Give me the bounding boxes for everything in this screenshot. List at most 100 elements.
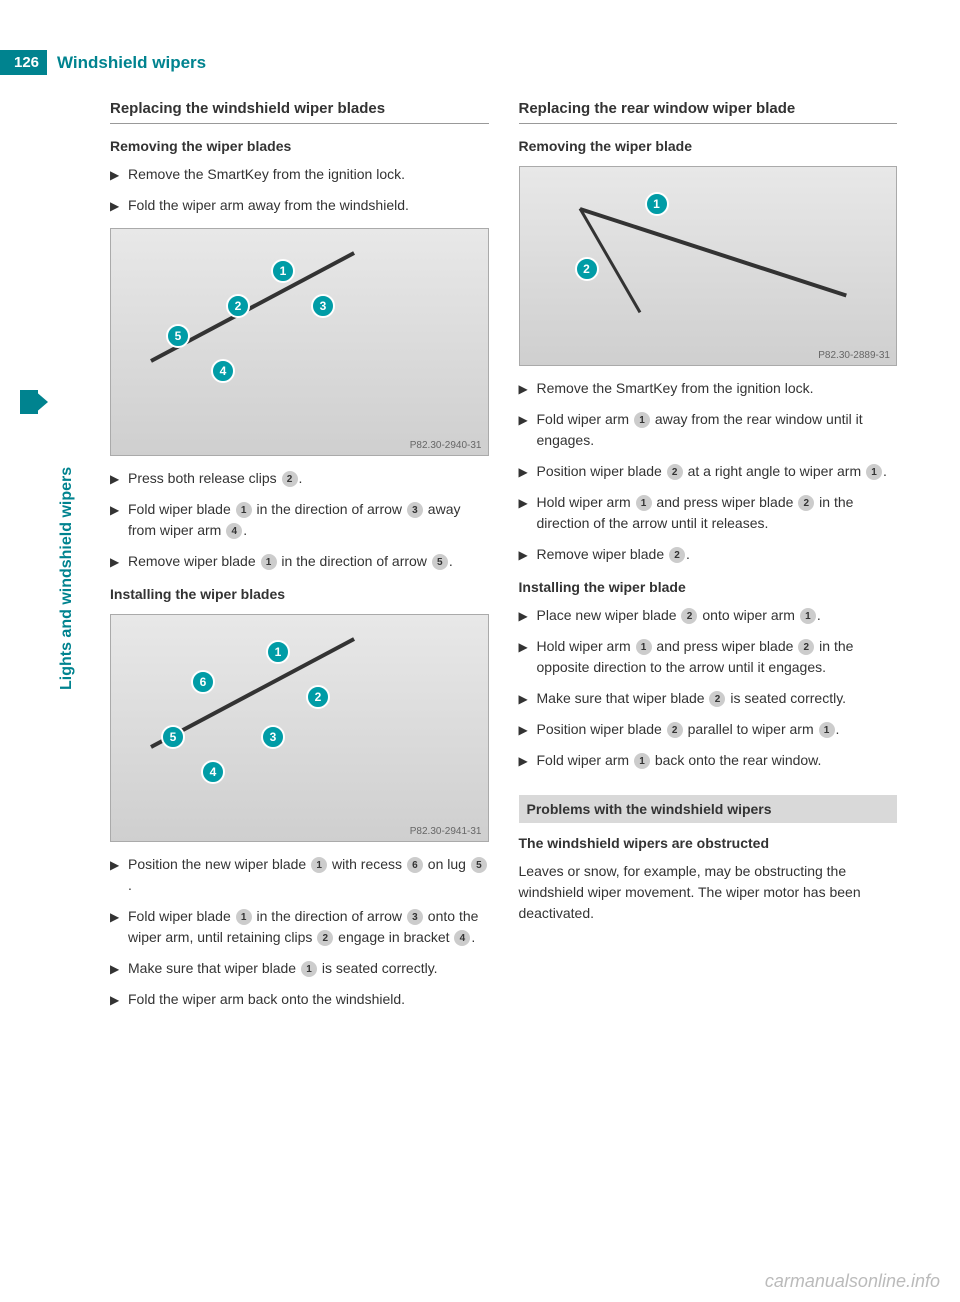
figure-rear-wiper: 1 2 P82.30-2889-31 [519, 166, 898, 366]
callout-icon: 1 [266, 640, 290, 664]
reference-badge: 2 [282, 471, 298, 487]
step-marker-icon: ▶ [110, 991, 128, 1009]
callout-icon: 5 [161, 725, 185, 749]
step: ▶Make sure that wiper blade 1 is seated … [110, 958, 489, 979]
step-text: Make sure that wiper blade 2 is seated c… [537, 688, 898, 709]
callout-icon: 5 [166, 324, 190, 348]
section-heading-right: Replacing the rear window wiper blade [519, 100, 898, 124]
reference-badge: 4 [454, 930, 470, 946]
step-marker-icon: ▶ [110, 908, 128, 926]
step-marker-icon: ▶ [519, 411, 537, 429]
step-text: Remove wiper blade 2. [537, 544, 898, 565]
step: ▶Remove wiper blade 2. [519, 544, 898, 565]
reference-badge: 2 [667, 464, 683, 480]
step-text: Fold wiper arm 1 away from the rear wind… [537, 409, 898, 451]
step-text: Fold wiper arm 1 back onto the rear wind… [537, 750, 898, 771]
step-marker-icon: ▶ [519, 752, 537, 770]
reference-badge: 2 [798, 639, 814, 655]
step-marker-icon: ▶ [110, 856, 128, 874]
step: ▶Make sure that wiper blade 2 is seated … [519, 688, 898, 709]
step: ▶Hold wiper arm 1 and press wiper blade … [519, 636, 898, 678]
figure-caption: P82.30-2941-31 [410, 826, 482, 837]
reference-badge: 3 [407, 909, 423, 925]
step-text: Position wiper blade 2 at a right angle … [537, 461, 898, 482]
step: ▶Press both release clips 2. [110, 468, 489, 489]
step: ▶Fold wiper blade 1 in the direction of … [110, 906, 489, 948]
sub-heading-problems: Problems with the windshield wipers [519, 795, 898, 823]
figure-wiper-install: 1 2 3 4 5 6 P82.30-2941-31 [110, 614, 489, 842]
step: ▶Fold wiper arm 1 back onto the rear win… [519, 750, 898, 771]
figure-caption: P82.30-2940-31 [410, 440, 482, 451]
step-text: Fold the wiper arm back onto the windshi… [128, 989, 489, 1010]
section-heading-left: Replacing the windshield wiper blades [110, 100, 489, 124]
step: ▶Fold the wiper arm back onto the windsh… [110, 989, 489, 1010]
step-text: Remove the SmartKey from the ignition lo… [537, 378, 898, 399]
sub-heading-installing-right: Installing the wiper blade [519, 579, 898, 595]
step-marker-icon: ▶ [110, 470, 128, 488]
reference-badge: 1 [800, 608, 816, 624]
callout-icon: 4 [201, 760, 225, 784]
step-marker-icon: ▶ [519, 721, 537, 739]
step: ▶Position wiper blade 2 parallel to wipe… [519, 719, 898, 740]
sub-heading-removing-right: Removing the wiper blade [519, 138, 898, 154]
callout-icon: 6 [191, 670, 215, 694]
callout-icon: 1 [645, 192, 669, 216]
step-marker-icon: ▶ [519, 607, 537, 625]
step-text: Hold wiper arm 1 and press wiper blade 2… [537, 636, 898, 678]
reference-badge: 1 [634, 412, 650, 428]
step-text: Fold the wiper arm away from the windshi… [128, 195, 489, 216]
callout-icon: 3 [311, 294, 335, 318]
step-text: Fold wiper blade 1 in the direction of a… [128, 499, 489, 541]
step: ▶ Remove the SmartKey from the ignition … [110, 164, 489, 185]
sub-heading-problems-sub: The windshield wipers are obstructed [519, 835, 898, 851]
reference-badge: 1 [236, 909, 252, 925]
callout-icon: 2 [226, 294, 250, 318]
step-marker-icon: ▶ [519, 546, 537, 564]
step-marker-icon: ▶ [519, 380, 537, 398]
step-marker-icon: ▶ [519, 638, 537, 656]
reference-badge: 2 [798, 495, 814, 511]
reference-badge: 2 [669, 547, 685, 563]
step: ▶Fold wiper arm 1 away from the rear win… [519, 409, 898, 451]
left-column: Replacing the windshield wiper blades Re… [110, 100, 489, 1020]
reference-badge: 5 [471, 857, 487, 873]
step-text: Press both release clips 2. [128, 468, 489, 489]
step-marker-icon: ▶ [110, 197, 128, 215]
reference-badge: 2 [317, 930, 333, 946]
wiper-illustration [579, 207, 847, 297]
reference-badge: 1 [311, 857, 327, 873]
step: ▶Hold wiper arm 1 and press wiper blade … [519, 492, 898, 534]
sub-heading-installing-left: Installing the wiper blades [110, 586, 489, 602]
step-text: Remove wiper blade 1 in the direction of… [128, 551, 489, 572]
reference-badge: 1 [301, 961, 317, 977]
reference-badge: 6 [407, 857, 423, 873]
step-text: Place new wiper blade 2 onto wiper arm 1… [537, 605, 898, 626]
right-column: Replacing the rear window wiper blade Re… [519, 100, 898, 1020]
reference-badge: 4 [226, 523, 242, 539]
sub-heading-removing-left: Removing the wiper blades [110, 138, 489, 154]
step: ▶ Fold the wiper arm away from the winds… [110, 195, 489, 216]
step-marker-icon: ▶ [110, 960, 128, 978]
step-marker-icon: ▶ [519, 494, 537, 512]
callout-icon: 2 [575, 257, 599, 281]
step-text: Position the new wiper blade 1 with rece… [128, 854, 489, 896]
step-text: Hold wiper arm 1 and press wiper blade 2… [537, 492, 898, 534]
callout-icon: 2 [306, 685, 330, 709]
step-marker-icon: ▶ [519, 690, 537, 708]
step-marker-icon: ▶ [110, 166, 128, 184]
callout-icon: 3 [261, 725, 285, 749]
step: ▶Fold wiper blade 1 in the direction of … [110, 499, 489, 541]
step-marker-icon: ▶ [110, 553, 128, 571]
step: ▶Remove wiper blade 1 in the direction o… [110, 551, 489, 572]
reference-badge: 1 [636, 639, 652, 655]
step-marker-icon: ▶ [110, 501, 128, 519]
reference-badge: 2 [709, 691, 725, 707]
figure-wiper-remove: 1 2 3 4 5 P82.30-2940-31 [110, 228, 489, 456]
step-marker-icon: ▶ [519, 463, 537, 481]
reference-badge: 1 [236, 502, 252, 518]
step: ▶Remove the SmartKey from the ignition l… [519, 378, 898, 399]
reference-badge: 5 [432, 554, 448, 570]
reference-badge: 1 [634, 753, 650, 769]
step: ▶Position the new wiper blade 1 with rec… [110, 854, 489, 896]
step-text: Fold wiper blade 1 in the direction of a… [128, 906, 489, 948]
